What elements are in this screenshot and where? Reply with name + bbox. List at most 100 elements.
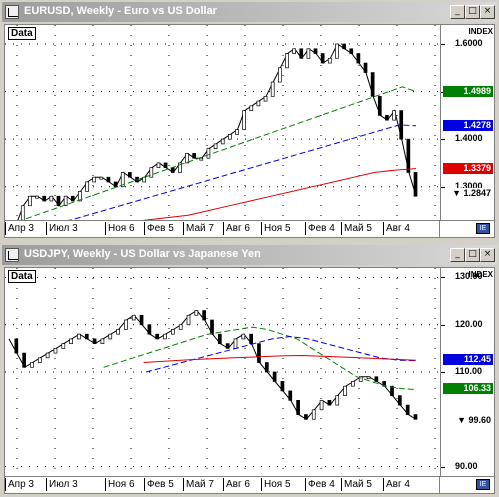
price-axis[interactable]: INDEX 130.00 120.00 110.00 90.00 112.45 106.3… <box>441 267 495 477</box>
candle <box>202 310 207 321</box>
time-tick-label: Май 5 <box>341 222 372 235</box>
candle <box>178 162 182 173</box>
time-tick-label: Авг 6 <box>223 478 250 491</box>
time-tick-label: Июл 3 <box>46 222 78 235</box>
candle <box>235 129 239 135</box>
candle <box>405 404 410 415</box>
candle <box>171 329 175 335</box>
candle <box>299 48 304 59</box>
price-tick-label: 1.4000 <box>455 133 483 144</box>
price-tick-mark <box>441 139 445 141</box>
price-badge: 1.4989 <box>443 86 493 98</box>
price-tick-mark <box>441 466 445 468</box>
candle <box>280 381 285 392</box>
eurusd-chart-window: EURUSD, Weekly - Euro vs US Dollar _ □ ×… <box>0 0 499 240</box>
candle <box>28 195 32 207</box>
candle <box>241 333 246 340</box>
candle <box>42 195 47 202</box>
candle <box>270 81 275 97</box>
scale-fix-icon[interactable]: IE <box>476 223 490 234</box>
price-tick-mark <box>441 372 445 373</box>
candle <box>155 333 160 340</box>
scale-fix-icon[interactable]: IE <box>476 479 490 490</box>
candle <box>304 414 308 420</box>
data-label: Data <box>8 27 36 40</box>
chart-icon <box>5 248 19 262</box>
price-tick-label: 120.00 <box>455 318 483 329</box>
candle <box>363 62 368 73</box>
candle <box>335 43 339 59</box>
price-badge: 112.45 <box>443 354 493 366</box>
candle <box>374 376 379 382</box>
candle <box>277 67 282 83</box>
maximize-button[interactable]: □ <box>465 5 480 19</box>
minimize-button[interactable]: _ <box>450 5 465 19</box>
candle <box>397 395 402 406</box>
candle <box>206 148 211 159</box>
candle <box>225 343 230 349</box>
candle <box>100 338 105 344</box>
candle <box>77 333 81 340</box>
candle <box>385 115 389 121</box>
candle <box>263 95 268 102</box>
candle <box>142 176 147 183</box>
candle <box>178 324 183 330</box>
candle <box>272 371 277 382</box>
candle <box>37 357 42 363</box>
candle <box>392 110 396 121</box>
candle <box>249 333 253 344</box>
price-tick-label: 90.00 <box>455 460 478 471</box>
close-button[interactable]: × <box>480 248 495 262</box>
maximize-button[interactable]: □ <box>465 248 480 262</box>
time-tick-label: Фев 4 <box>305 478 335 491</box>
time-tick-label: Авг 4 <box>383 478 410 491</box>
time-tick-label: Июл 3 <box>46 478 78 491</box>
candle <box>113 181 118 188</box>
time-axis: Апр 3 Июл 3 Ноя 6 Фев 5 Май 7 Авг 6 Ноя 5 Фев 4… <box>4 477 441 494</box>
candle <box>311 409 316 420</box>
index-label: INDEX <box>468 270 493 279</box>
time-tick-label: Фев 4 <box>305 222 335 235</box>
title-bar[interactable]: EURUSD, Weekly - Euro vs US Dollar _ □ × <box>2 2 497 22</box>
time-tick-label: Ноя 5 <box>261 478 291 491</box>
close-button[interactable]: × <box>480 5 495 19</box>
price-tick-mark <box>441 186 445 188</box>
candle <box>370 72 375 97</box>
candle <box>69 338 73 344</box>
candle <box>186 314 191 326</box>
candle <box>78 191 82 202</box>
candle <box>313 48 318 54</box>
price-plot-area[interactable]: Data <box>4 24 441 221</box>
window-title: USDJPY, Weekly - US Dollar vs Japanese Y… <box>24 248 261 260</box>
candle <box>285 53 289 69</box>
candle <box>288 390 293 401</box>
candle <box>92 338 97 344</box>
candle <box>249 105 254 111</box>
long-ma-series <box>142 168 417 220</box>
candle <box>149 167 154 178</box>
price-axis[interactable]: INDEX 1.60001.50001.40001.30001.49891.42… <box>441 24 495 221</box>
candle <box>49 195 54 202</box>
price-plot-area[interactable]: Data <box>4 267 441 477</box>
minimize-button[interactable]: _ <box>450 248 465 262</box>
price-tick-label: 1.6000 <box>455 38 483 49</box>
window-title: EURUSD, Weekly - Euro vs US Dollar <box>24 5 217 17</box>
time-tick-label: Авг 6 <box>223 222 250 235</box>
candle <box>296 400 300 415</box>
candle <box>366 376 371 380</box>
candle <box>163 162 168 169</box>
time-tick-label: Авг 4 <box>383 222 410 235</box>
candle <box>413 172 418 197</box>
title-bar[interactable]: USDJPY, Weekly - US Dollar vs Japanese Y… <box>2 245 497 265</box>
candle <box>210 319 214 335</box>
candle <box>170 167 175 173</box>
time-tick-label: Май 5 <box>341 478 372 491</box>
candle <box>45 352 50 359</box>
price-badge: 1.3379 <box>443 162 493 174</box>
index-label: INDEX <box>468 27 493 36</box>
candle <box>351 381 355 387</box>
candle <box>292 48 296 54</box>
candle <box>342 43 346 50</box>
candle <box>358 376 363 382</box>
time-tick-label: Май 7 <box>183 222 214 235</box>
